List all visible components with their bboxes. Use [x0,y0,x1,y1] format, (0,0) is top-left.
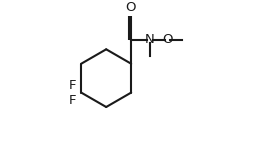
Text: F: F [69,79,77,92]
Text: F: F [69,94,77,107]
Text: N: N [145,33,155,46]
Text: O: O [162,33,173,46]
Text: O: O [125,1,135,14]
